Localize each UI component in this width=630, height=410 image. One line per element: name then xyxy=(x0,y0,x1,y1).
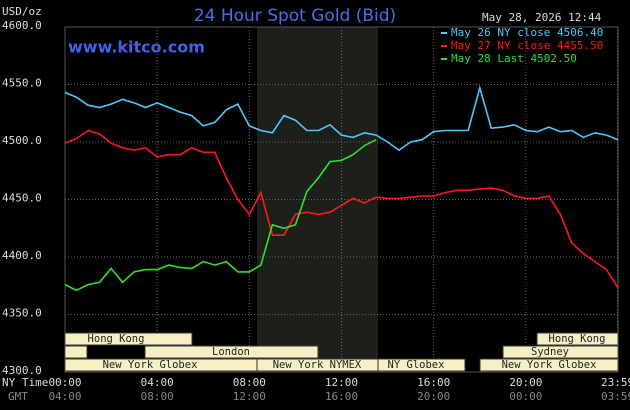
x-tick-label: 23:59 xyxy=(601,376,630,389)
timestamp: May 28, 2026 12:44 xyxy=(482,11,602,24)
x2-axis-label: GMT xyxy=(8,390,28,403)
x2-tick-label: 20:00 xyxy=(417,390,450,403)
legend-label: May 27 NY close 4455.50 xyxy=(451,39,603,52)
legend-swatch xyxy=(441,58,447,60)
series-line xyxy=(64,138,377,292)
y-tick-label: 4550.0 xyxy=(2,77,42,90)
series-line xyxy=(64,129,619,289)
session-label: New York NYMEX xyxy=(273,359,362,371)
y-tick-label: 4450.0 xyxy=(2,192,42,205)
x-tick-label: 00:00 xyxy=(48,376,81,389)
y-tick-label: 4600.0 xyxy=(2,19,42,32)
legend-swatch xyxy=(441,32,447,34)
y-axis-label: USD/oz xyxy=(2,5,42,18)
session-label: Hong Kong xyxy=(88,333,145,345)
session-label: New York Globex xyxy=(502,359,597,371)
plot-frame xyxy=(64,26,619,373)
chart-title: 24 Hour Spot Gold (Bid) xyxy=(194,6,396,26)
session-bar xyxy=(64,345,88,359)
x-tick-label: 04:00 xyxy=(141,376,174,389)
x2-tick-label: 00:00 xyxy=(509,390,542,403)
legend-swatch xyxy=(441,45,447,47)
legend-label: May 28 Last 4502.50 xyxy=(451,52,577,65)
session-label: Sydney xyxy=(531,346,569,358)
x-tick-label: 12:00 xyxy=(325,376,358,389)
x2-tick-label: 16:00 xyxy=(325,390,358,403)
legend-label: May 26 NY close 4506.40 xyxy=(451,26,603,39)
x-tick-label: 08:00 xyxy=(233,376,266,389)
session-label: London xyxy=(212,346,250,358)
y-tick-label: 4350.0 xyxy=(2,307,42,320)
session-bar xyxy=(377,358,466,372)
session-label: New York Globex xyxy=(103,359,198,371)
x2-tick-label: 03:59 xyxy=(601,390,630,403)
session-label: NY Globex xyxy=(388,359,445,371)
x2-tick-label: 12:00 xyxy=(233,390,266,403)
x-axis-label: NY Time xyxy=(2,376,48,389)
y-tick-label: 4500.0 xyxy=(2,134,42,147)
x2-tick-label: 08:00 xyxy=(141,390,174,403)
x-tick-label: 20:00 xyxy=(509,376,542,389)
site-url: www.kitco.com xyxy=(68,38,205,57)
x-tick-label: 16:00 xyxy=(417,376,450,389)
x2-tick-label: 04:00 xyxy=(48,390,81,403)
y-tick-label: 4400.0 xyxy=(2,249,42,262)
y-tick-label: 4300.0 xyxy=(2,364,42,377)
session-label: Hong Kong xyxy=(549,333,606,345)
series-line xyxy=(64,84,619,152)
session-bar xyxy=(144,345,319,359)
